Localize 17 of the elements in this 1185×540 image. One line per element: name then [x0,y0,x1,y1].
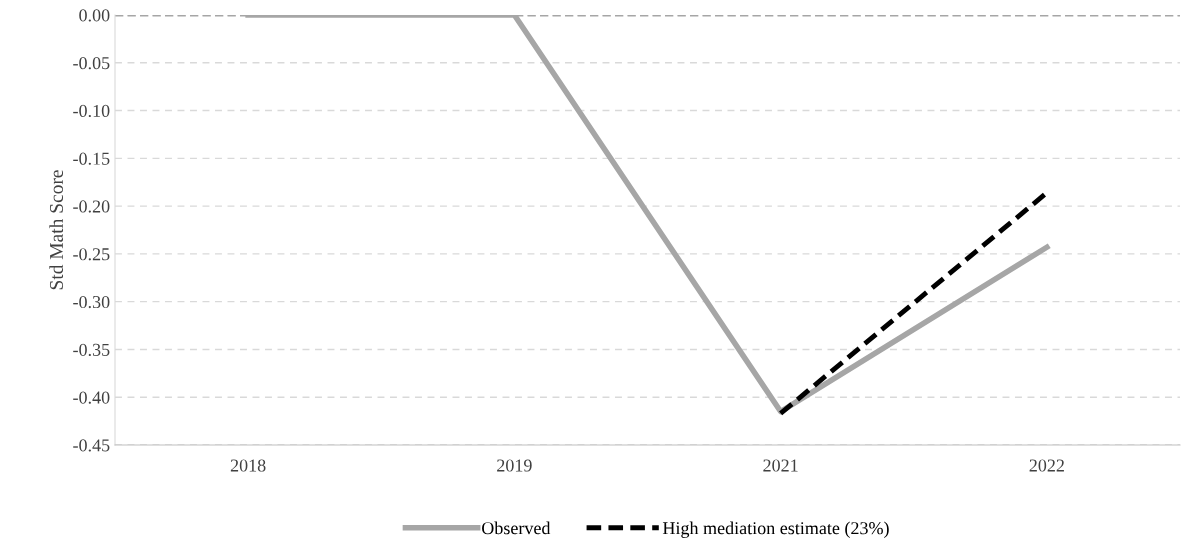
y-tick-label: -0.10 [73,104,110,118]
x-tick-label: 2022 [1029,459,1064,472]
y-tick-label: -0.40 [73,391,110,404]
y-tick-label: -0.35 [73,343,110,356]
y-tick-label: -0.20 [73,200,110,213]
x-tick-label: 2021 [763,459,798,472]
y-axis-title: Std Math Score [49,170,64,290]
y-tick-label: -0.15 [73,152,110,165]
x-tick-label: 2018 [230,459,266,472]
legend-label: Observed [482,521,551,535]
legend-label: High mediation estimate (23%) [662,521,889,538]
x-tick-label: 2019 [497,459,532,472]
y-tick-label: -0.30 [73,295,110,309]
y-tick-label: -0.45 [73,439,110,452]
y-tick-label: -0.25 [73,248,110,261]
y-tick-label: -0.05 [73,57,110,70]
y-tick-label: 0.00 [79,9,110,22]
